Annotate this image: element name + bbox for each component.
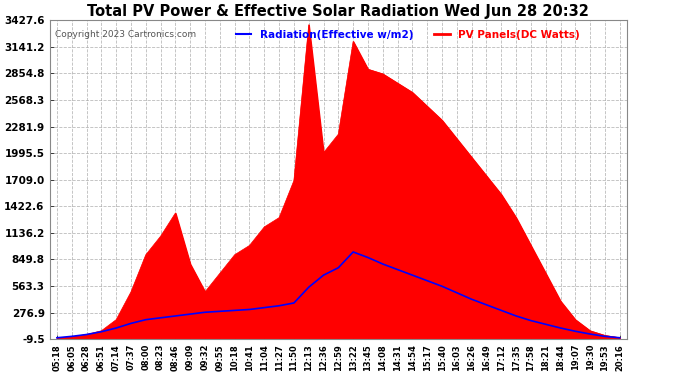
- Title: Total PV Power & Effective Solar Radiation Wed Jun 28 20:32: Total PV Power & Effective Solar Radiati…: [88, 4, 589, 19]
- Text: Copyright 2023 Cartronics.com: Copyright 2023 Cartronics.com: [55, 30, 197, 39]
- Legend: Radiation(Effective w/m2), PV Panels(DC Watts): Radiation(Effective w/m2), PV Panels(DC …: [232, 26, 584, 44]
